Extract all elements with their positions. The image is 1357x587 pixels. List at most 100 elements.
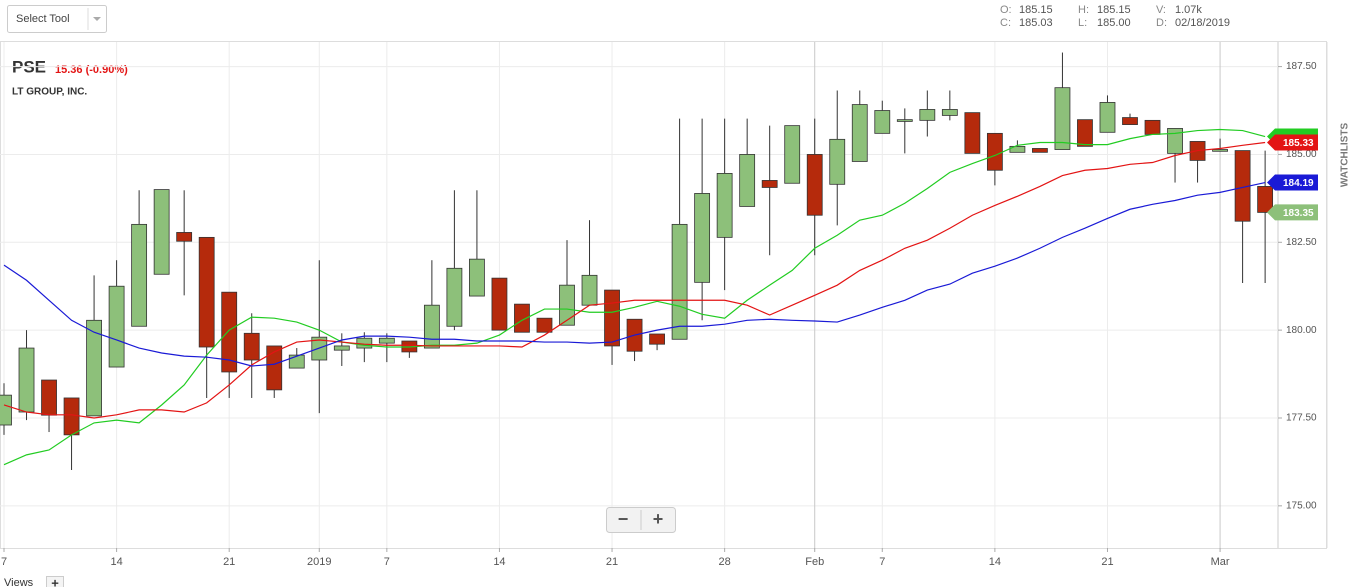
select-box[interactable]	[7, 5, 107, 33]
up-body	[874, 110, 891, 134]
up-body	[378, 337, 395, 344]
down-body	[491, 277, 508, 331]
up-body	[153, 189, 170, 275]
up-body	[1099, 102, 1116, 133]
series-tag: 184.19	[1283, 178, 1314, 189]
up-body	[559, 284, 575, 326]
watchlists[interactable]: WATCHLISTS	[1326, 42, 1351, 548]
up-body	[333, 345, 350, 351]
zoom-in[interactable]: +	[653, 509, 664, 529]
y-tick-label: 175.00	[1286, 500, 1317, 511]
last-price-tag-shape	[1267, 204, 1318, 221]
axes: 175.00 177.50 180.00 182.50 185.00 187.50 7 14 2…	[1, 61, 1318, 568]
up-body	[131, 223, 148, 327]
up-body	[0, 394, 12, 426]
views-tab[interactable]: Views	[4, 577, 34, 587]
select-tool-label: Select Tool	[16, 13, 70, 25]
ohlc-info: O: 185.15 C: 185.03 H: 185.15 L: 185.00 V: 1.07k D…	[1000, 4, 1230, 29]
down-body	[1032, 148, 1048, 153]
up-body	[1167, 128, 1183, 154]
down-body	[964, 112, 981, 154]
info-value: 185.03	[1019, 17, 1053, 29]
moving-average	[3, 141, 1266, 419]
up-body	[446, 267, 463, 327]
up-body	[423, 304, 440, 349]
up-body	[896, 119, 913, 122]
x-tick-label: 21	[223, 556, 235, 568]
up-body	[941, 109, 958, 116]
x-tick-label: 7	[384, 556, 390, 568]
add-view[interactable]: +	[51, 575, 59, 587]
y-tick-label: 177.50	[1286, 413, 1317, 424]
zoom-controls: − +	[606, 507, 676, 533]
series-tag-shape	[1267, 134, 1318, 151]
down-body	[536, 317, 553, 333]
moving-average	[3, 181, 1266, 367]
plot	[0, 52, 1274, 470]
add-view-box[interactable]	[46, 576, 64, 587]
y-tick-label: 182.50	[1286, 237, 1317, 248]
down-body	[806, 154, 823, 216]
down-body	[176, 232, 193, 242]
info-label: H:	[1078, 4, 1089, 16]
x-tick-label: 7	[1, 556, 7, 568]
up-body	[288, 354, 305, 369]
up-body	[86, 319, 102, 417]
y-tick-label: 187.50	[1286, 61, 1317, 72]
y-tick-label: 185.00	[1286, 149, 1317, 160]
down-body	[243, 332, 260, 361]
info-label: V:	[1156, 4, 1166, 16]
up-body	[694, 193, 711, 283]
x-tick-label: Feb	[805, 556, 824, 568]
info-label: O:	[1000, 4, 1012, 16]
series-tag-shape	[1267, 174, 1318, 191]
select-tool[interactable]: Select Tool	[7, 5, 107, 33]
series-tag: 185.33	[1283, 138, 1314, 149]
up-body	[851, 104, 868, 162]
down-body	[1257, 186, 1274, 213]
x-tick-label: 14	[493, 556, 505, 568]
y-tick-label: 180.00	[1286, 325, 1317, 336]
info-label: D:	[1156, 17, 1167, 29]
down-body	[221, 291, 238, 373]
up-body	[581, 274, 598, 306]
up-body	[108, 285, 125, 368]
info-value: 185.15	[1097, 4, 1131, 16]
down-body	[41, 379, 57, 416]
down-body	[986, 132, 1003, 171]
info-value: 185.15	[1019, 4, 1053, 16]
price-change: 15.36 (-0.90%)	[55, 64, 128, 76]
sidebar-label[interactable]: WATCHLISTS	[1340, 123, 1351, 188]
last-price-tag: 183.35	[1283, 208, 1314, 219]
x-tick-label: Mar	[1211, 556, 1230, 568]
down-body	[198, 236, 215, 348]
up-body	[1212, 149, 1228, 152]
up-body	[829, 138, 846, 185]
info-label: L:	[1078, 17, 1087, 29]
x-tick-label: 28	[719, 556, 731, 568]
up-body	[739, 154, 756, 207]
zoom-out[interactable]: −	[618, 509, 629, 529]
down-body	[649, 333, 665, 345]
x-tick-label: 7	[879, 556, 885, 568]
down-body	[63, 397, 80, 436]
up-body	[784, 125, 801, 184]
x-tick-label: 21	[606, 556, 618, 568]
x-tick-label: 21	[1101, 556, 1113, 568]
moving-average	[3, 128, 1266, 466]
down-body	[514, 303, 530, 333]
down-body	[1144, 119, 1161, 135]
up-body	[671, 223, 688, 340]
down-body	[761, 180, 778, 188]
x-tick-label: 14	[989, 556, 1001, 568]
info-value: 02/18/2019	[1175, 17, 1230, 29]
up-body	[469, 258, 485, 297]
x-tick-label: 2019	[307, 556, 331, 568]
info-label: C:	[1000, 17, 1011, 29]
dropdown-arrow	[93, 17, 101, 21]
info-value: 185.00	[1097, 17, 1131, 29]
down-body	[1122, 117, 1138, 125]
x-tick-label: 14	[110, 556, 122, 568]
